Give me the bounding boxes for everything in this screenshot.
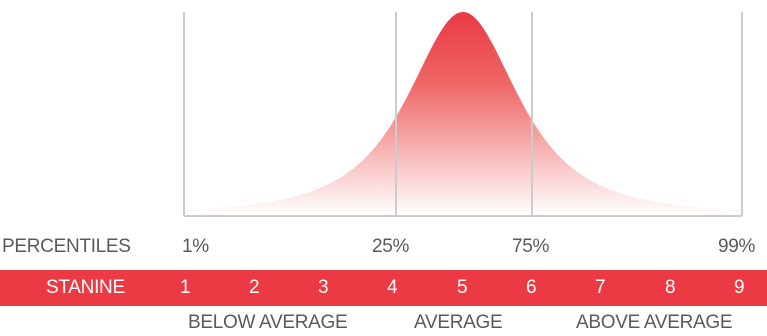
bell-curve-area (184, 12, 742, 216)
category-average: AVERAGE (414, 312, 503, 333)
percentiles-label: PERCENTILES (2, 236, 131, 257)
stanine-4: 4 (387, 277, 398, 298)
percentile-99: 99% (718, 236, 756, 257)
stanine-1: 1 (180, 277, 191, 298)
bell-curve-chart (183, 12, 743, 217)
stanine-9: 9 (734, 277, 745, 298)
category-above-average: ABOVE AVERAGE (576, 312, 733, 333)
stanine-2: 2 (249, 277, 260, 298)
percentile-75: 75% (512, 236, 550, 257)
stanine-7: 7 (595, 277, 606, 298)
stanine-8: 8 (665, 277, 676, 298)
percentile-25: 25% (372, 236, 410, 257)
stanine-5: 5 (457, 277, 468, 298)
stanine-6: 6 (526, 277, 537, 298)
stanine-band: STANINE 1 2 3 4 5 6 7 8 9 (0, 270, 767, 306)
stanine-3: 3 (318, 277, 329, 298)
category-below-average: BELOW AVERAGE (188, 312, 348, 333)
stanine-label: STANINE (46, 277, 125, 298)
percentile-1: 1% (182, 236, 209, 257)
